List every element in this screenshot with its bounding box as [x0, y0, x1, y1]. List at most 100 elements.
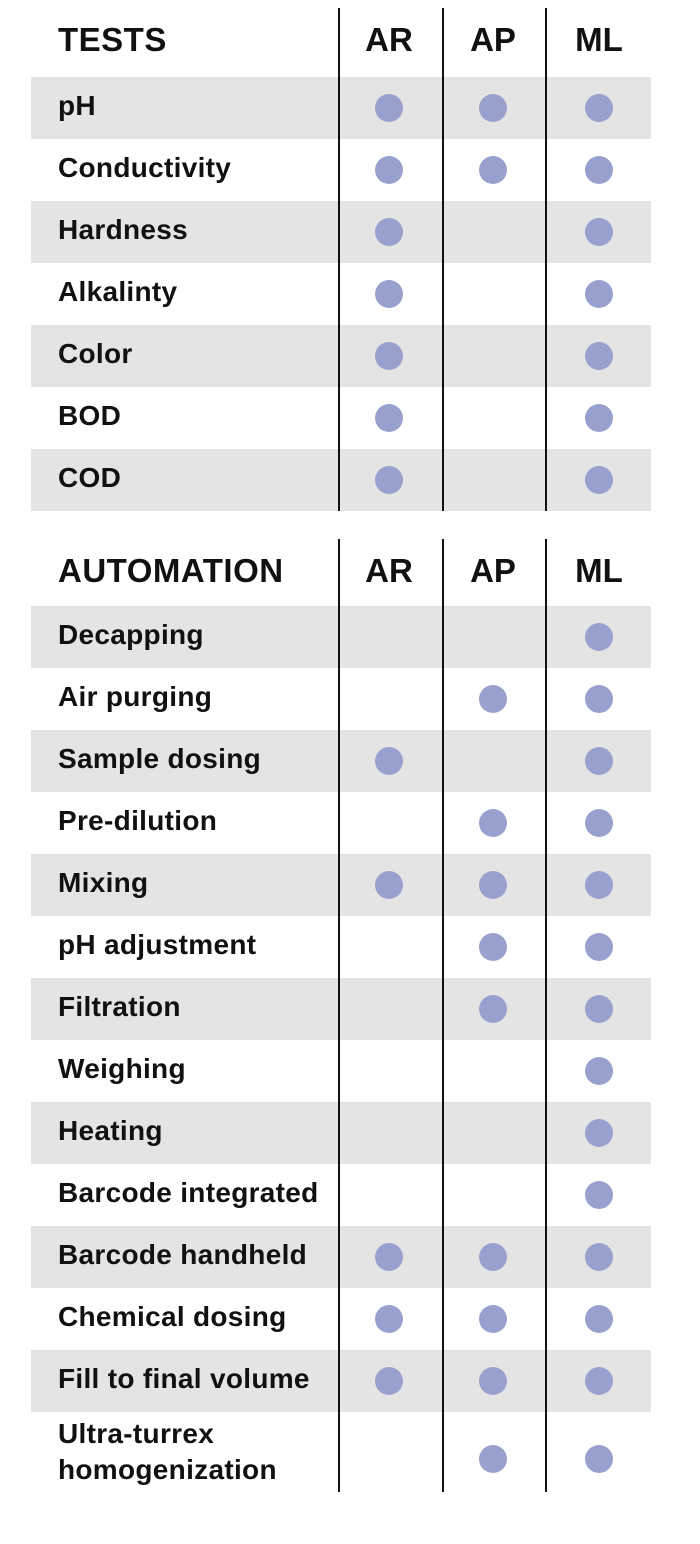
tests-row-label: Hardness [58, 214, 189, 245]
automation-dot-ap [479, 1445, 507, 1473]
automation-row-label: homogenization [58, 1454, 277, 1485]
automation-row-label: Barcode integrated [58, 1177, 319, 1208]
tests-row-label: Conductivity [58, 152, 232, 183]
automation-row-label: Fill to final volume [58, 1363, 310, 1394]
automation-row: Chemical dosing [31, 1288, 651, 1350]
automation-row-label: Barcode handheld [58, 1239, 308, 1270]
tests-dot-ar [375, 218, 403, 246]
automation-header-title: AUTOMATION [58, 552, 284, 589]
automation-dot-ml [585, 871, 613, 899]
automation-dot-ar [375, 1367, 403, 1395]
tests-dot-ml [585, 218, 613, 246]
automation-dot-ar [375, 871, 403, 899]
tests-column-divider [338, 8, 340, 511]
automation-column-divider [338, 539, 340, 1492]
automation-dot-ml [585, 1057, 613, 1085]
automation-row-label: Air purging [58, 681, 213, 712]
tests-row-label: Alkalinty [58, 276, 178, 307]
automation-row: Barcode integrated [31, 1164, 651, 1226]
automation-dot-ap [479, 809, 507, 837]
automation-row: Ultra-turrex homogenization [31, 1412, 651, 1502]
automation-dot-ml [585, 1445, 613, 1473]
tests-dot-ar [375, 280, 403, 308]
automation-dot-ml [585, 1181, 613, 1209]
tests-row-label: Color [58, 338, 133, 369]
automation-column-header-ap: AP [470, 552, 516, 589]
tests-dot-ar [375, 404, 403, 432]
automation-row: Pre-dilution [31, 792, 651, 854]
automation-dot-ml [585, 933, 613, 961]
tests-dot-ml [585, 94, 613, 122]
tests-column-divider [545, 8, 547, 511]
automation-dot-ap [479, 1367, 507, 1395]
automation-row: Fill to final volume [31, 1350, 651, 1412]
tests-row-label: COD [58, 462, 122, 493]
automation-row: Mixing [31, 854, 651, 916]
automation-row: Filtration [31, 978, 651, 1040]
automation-row-label: Ultra-turrex [58, 1418, 215, 1449]
automation-dot-ml [585, 1305, 613, 1333]
tests-dot-ap [479, 94, 507, 122]
automation-dot-ml [585, 809, 613, 837]
tests-row: Color [31, 325, 651, 387]
automation-dot-ml [585, 1119, 613, 1147]
automation-row-label: Decapping [58, 619, 204, 650]
tests-row: COD [31, 449, 651, 511]
tests-dot-ar [375, 156, 403, 184]
automation-row-label: Filtration [58, 991, 181, 1022]
tests-column-divider [442, 8, 444, 511]
tests-row: pH [31, 77, 651, 139]
tests-row: Alkalinty [31, 263, 651, 325]
tests-row-label: BOD [58, 400, 122, 431]
automation-dot-ar [375, 1305, 403, 1333]
automation-dot-ml [585, 995, 613, 1023]
automation-row: Decapping [31, 606, 651, 668]
automation-row-label: Weighing [58, 1053, 186, 1084]
automation-dot-ap [479, 1305, 507, 1333]
automation-row-label: Mixing [58, 867, 149, 898]
tests-row: Hardness [31, 201, 651, 263]
automation-column-divider [442, 539, 444, 1492]
automation-row: Air purging [31, 668, 651, 730]
tests-column-header-ml: ML [575, 21, 623, 58]
automation-row-label: Chemical dosing [58, 1301, 287, 1332]
automation-dot-ml [585, 685, 613, 713]
automation-row-label: Heating [58, 1115, 163, 1146]
tests-dot-ml [585, 466, 613, 494]
tests-row: Conductivity [31, 139, 651, 201]
automation-row: pH adjustment [31, 916, 651, 978]
tests-column-header-ar: AR [365, 21, 413, 58]
automation-dot-ml [585, 623, 613, 651]
automation-dot-ar [375, 747, 403, 775]
automation-dot-ml [585, 1243, 613, 1271]
automation-dot-ap [479, 995, 507, 1023]
automation-dot-ap [479, 685, 507, 713]
tests-row: BOD [31, 387, 651, 449]
tests-dot-ar [375, 94, 403, 122]
automation-row-label: Sample dosing [58, 743, 262, 774]
tests-dot-ap [479, 156, 507, 184]
tests-dot-ar [375, 342, 403, 370]
automation-dot-ml [585, 747, 613, 775]
tests-dot-ar [375, 466, 403, 494]
tests-dot-ml [585, 280, 613, 308]
automation-dot-ap [479, 933, 507, 961]
tests-dot-ml [585, 156, 613, 184]
tests-dot-ml [585, 342, 613, 370]
automation-column-divider [545, 539, 547, 1492]
tests-dot-ml [585, 404, 613, 432]
tests-row-label: pH [58, 90, 96, 121]
automation-row: Weighing [31, 1040, 651, 1102]
automation-row-label: Pre-dilution [58, 805, 218, 836]
automation-column-header-ml: ML [575, 552, 623, 589]
automation-row: Barcode handheld [31, 1226, 651, 1288]
automation-dot-ap [479, 1243, 507, 1271]
automation-dot-ml [585, 1367, 613, 1395]
automation-dot-ar [375, 1243, 403, 1271]
automation-row: Heating [31, 1102, 651, 1164]
automation-row: Sample dosing [31, 730, 651, 792]
tests-header-title: TESTS [58, 21, 167, 58]
tests-column-header-ap: AP [470, 21, 516, 58]
automation-row-label: pH adjustment [58, 929, 257, 960]
automation-column-header-ar: AR [365, 552, 413, 589]
